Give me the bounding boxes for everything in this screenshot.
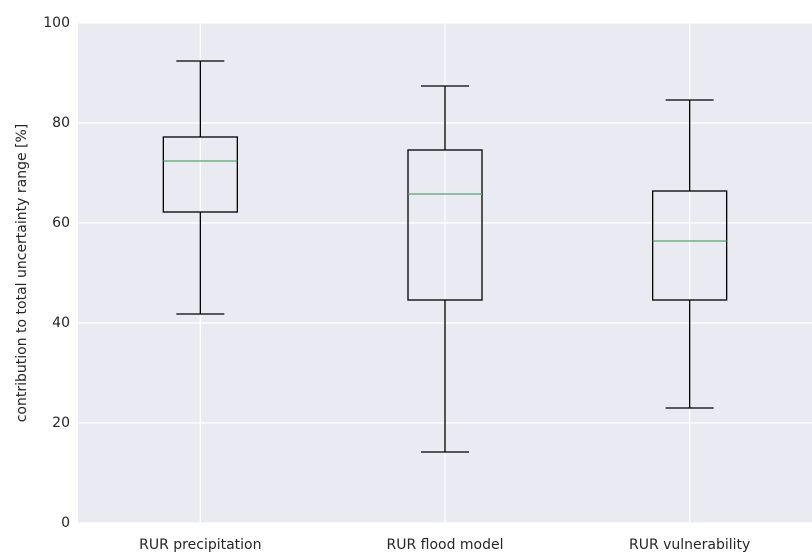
y-axis-label: contribution to total uncertainty range … <box>14 124 30 423</box>
y-tick-label: 80 <box>52 115 70 131</box>
x-tick-label: RUR vulnerability <box>629 537 750 553</box>
box <box>162 136 238 213</box>
x-tick-label: RUR precipitation <box>139 537 261 553</box>
x-tick-label: RUR flood model <box>386 537 503 553</box>
y-tick-label: 20 <box>52 415 70 431</box>
box <box>407 149 483 301</box>
y-tick-label: 0 <box>61 515 70 531</box>
y-tick-label: 100 <box>43 15 70 31</box>
box <box>652 190 728 301</box>
y-tick-label: 60 <box>52 215 70 231</box>
y-tick-label: 40 <box>52 315 70 331</box>
